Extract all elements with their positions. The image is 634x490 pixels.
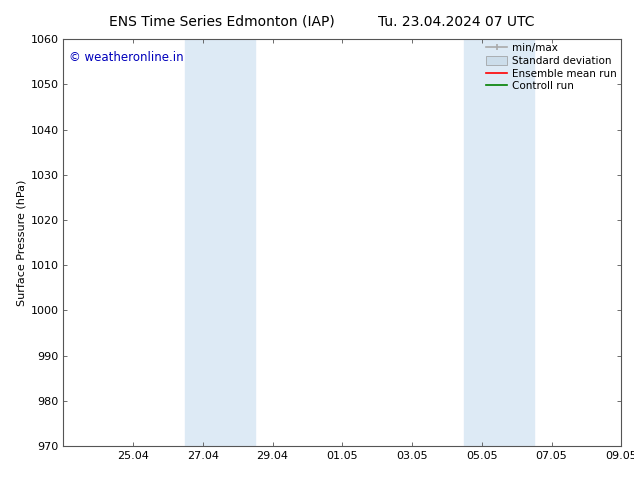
Bar [464, 39, 534, 446]
Text: ENS Time Series Edmonton (IAP): ENS Time Series Edmonton (IAP) [109, 15, 335, 29]
Text: © weatheronline.in: © weatheronline.in [69, 51, 184, 64]
Text: Tu. 23.04.2024 07 UTC: Tu. 23.04.2024 07 UTC [378, 15, 534, 29]
Legend: min/max, Standard deviation, Ensemble mean run, Controll run: min/max, Standard deviation, Ensemble me… [484, 41, 619, 93]
Bar [185, 39, 255, 446]
Y-axis label: Surface Pressure (hPa): Surface Pressure (hPa) [16, 179, 26, 306]
